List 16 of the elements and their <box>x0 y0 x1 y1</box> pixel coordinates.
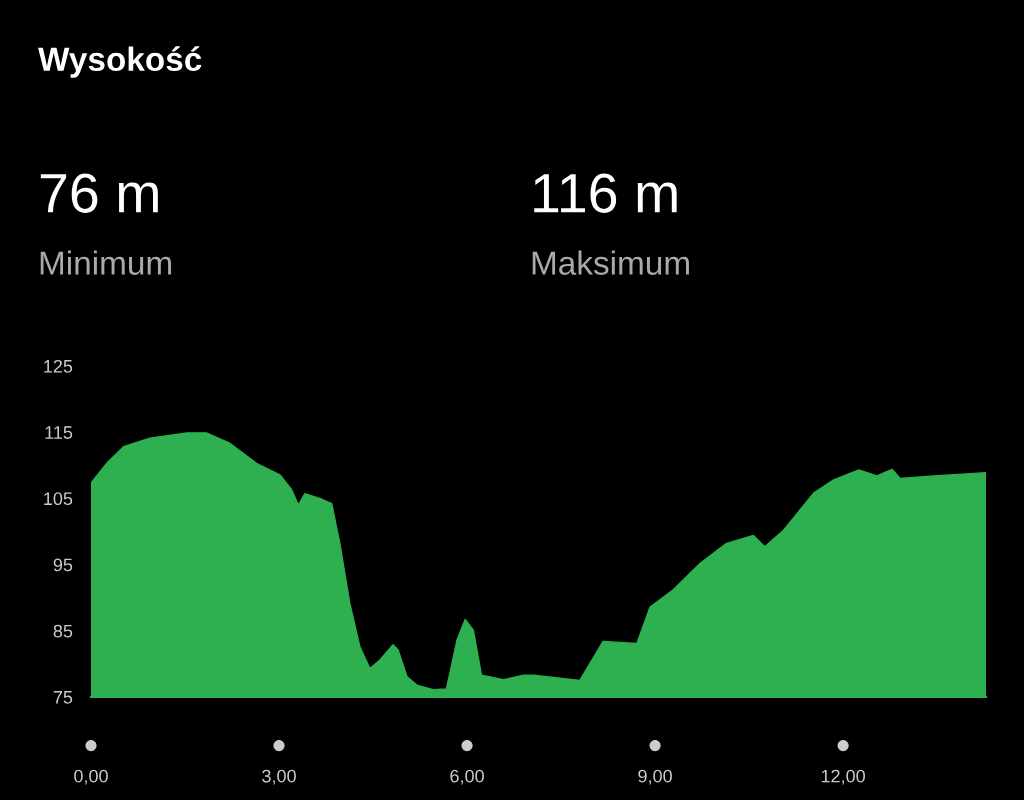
chart-title: Wysokość <box>38 46 202 78</box>
y-tick-label: 75 <box>53 691 73 704</box>
x-tick-label: 12,00 <box>821 769 865 785</box>
text: Minimum <box>40 250 171 275</box>
text: Maksimum <box>532 250 689 275</box>
x-tick-label: 6,00 <box>450 769 484 785</box>
y-tick-label: 85 <box>53 624 73 638</box>
x-tick-label: 0,00 <box>74 769 108 785</box>
text: 116 m <box>534 173 677 213</box>
y-tick-label: 115 <box>45 426 73 439</box>
y-tick-label: 125 <box>44 359 73 373</box>
text: 76 m <box>40 173 158 213</box>
y-tick-label: 95 <box>53 558 73 572</box>
x-tick-label: 3,00 <box>262 769 296 785</box>
y-tick-label: 105 <box>44 492 73 506</box>
x-tick-label: 9,00 <box>638 769 672 785</box>
